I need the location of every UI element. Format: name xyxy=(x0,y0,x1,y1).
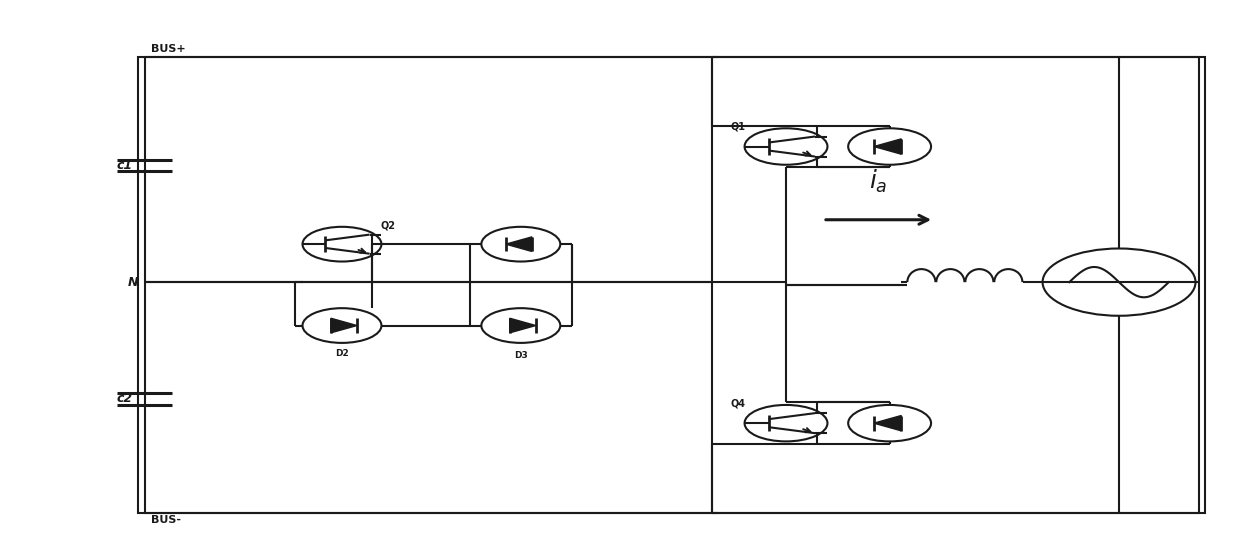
Polygon shape xyxy=(873,415,901,431)
Text: D3: D3 xyxy=(514,351,528,360)
Text: D2: D2 xyxy=(335,350,349,358)
Text: $\it{i_a}$: $\it{i_a}$ xyxy=(870,168,888,195)
Polygon shape xyxy=(331,318,357,333)
Polygon shape xyxy=(509,318,535,333)
Text: N: N xyxy=(128,276,139,289)
Text: BUS-: BUS- xyxy=(151,515,181,526)
Text: BUS+: BUS+ xyxy=(151,44,186,54)
Bar xyxy=(139,57,1206,513)
Polygon shape xyxy=(873,139,901,154)
Text: Q1: Q1 xyxy=(731,122,746,132)
Text: c2: c2 xyxy=(116,392,133,406)
Polygon shape xyxy=(506,237,532,252)
Text: c1: c1 xyxy=(116,159,133,172)
Text: Q4: Q4 xyxy=(731,398,746,409)
Text: Q2: Q2 xyxy=(380,220,395,230)
